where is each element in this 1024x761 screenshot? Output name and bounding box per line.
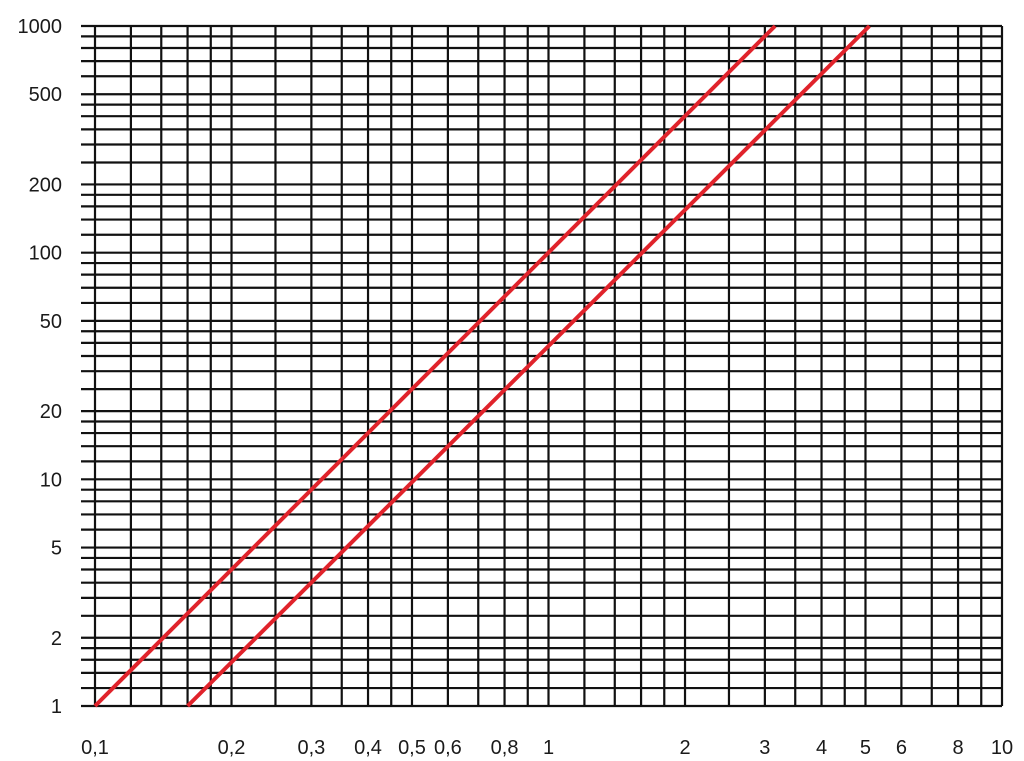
x-tick-label: 3 bbox=[759, 737, 770, 759]
y-tick-labels: 1 2 5 10 20 50 100 200 500 1000 bbox=[18, 16, 63, 718]
y-tick-label: 50 bbox=[40, 311, 62, 333]
x-tick-label: 0,8 bbox=[491, 737, 519, 759]
x-tick-label: 0,4 bbox=[354, 737, 382, 759]
y-tick-label: 1 bbox=[51, 696, 62, 718]
y-tick-label: 20 bbox=[40, 401, 62, 423]
horizontal-gridlines bbox=[81, 24, 1002, 708]
y-tick-label: 100 bbox=[29, 243, 62, 265]
x-tick-label: 0,6 bbox=[434, 737, 462, 759]
y-tick-label: 1000 bbox=[18, 16, 63, 38]
x-tick-label: 10 bbox=[991, 737, 1013, 759]
vertical-gridlines bbox=[93, 26, 1004, 706]
y-tick-label: 500 bbox=[29, 84, 62, 106]
y-tick-label: 200 bbox=[29, 174, 62, 196]
y-tick-label: 10 bbox=[40, 469, 62, 491]
x-tick-label: 1 bbox=[543, 737, 554, 759]
x-tick-labels: 0,1 0,2 0,3 0,4 0,5 0,6 0,8 1 2 3 4 5 6 8 10 bbox=[81, 737, 1013, 759]
x-tick-label: 2 bbox=[679, 737, 690, 759]
x-tick-label: 0,2 bbox=[218, 737, 246, 759]
series-lines bbox=[93, 24, 871, 708]
x-tick-label: 0,5 bbox=[398, 737, 426, 759]
x-tick-label: 6 bbox=[896, 737, 907, 759]
x-tick-label: 0,3 bbox=[297, 737, 325, 759]
x-tick-label: 8 bbox=[952, 737, 963, 759]
series-line-1 bbox=[93, 24, 777, 708]
x-tick-label: 4 bbox=[816, 737, 827, 759]
series-line-2 bbox=[186, 24, 871, 708]
x-tick-label: 0,1 bbox=[81, 737, 109, 759]
x-tick-label: 5 bbox=[860, 737, 871, 759]
y-tick-label: 2 bbox=[51, 628, 62, 650]
y-tick-label: 5 bbox=[51, 538, 62, 560]
